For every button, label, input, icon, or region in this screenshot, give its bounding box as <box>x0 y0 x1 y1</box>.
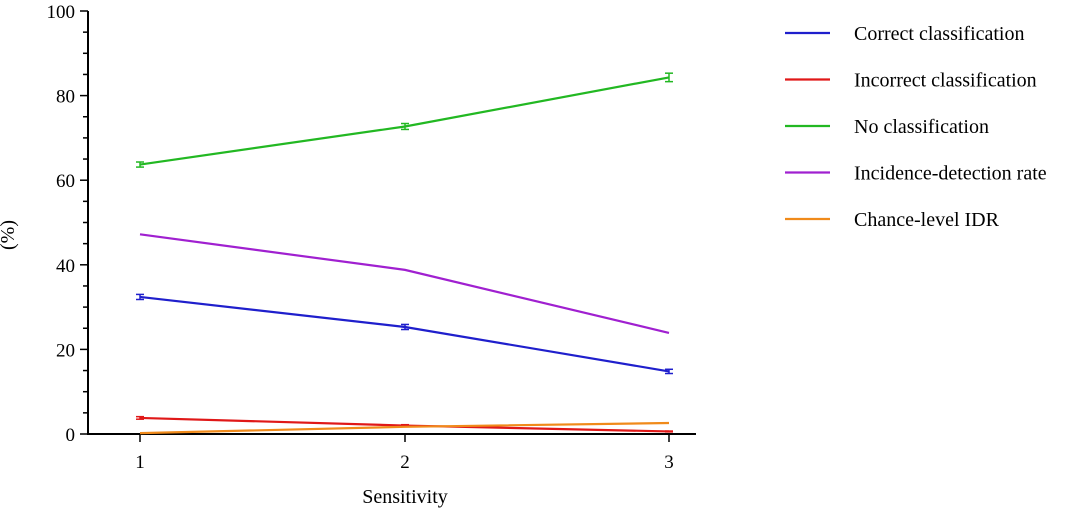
error-bar-no-classification <box>665 72 673 83</box>
y-ticks: 0 20 40 60 80 100 <box>47 2 88 446</box>
series-line-incidence-detection-rate <box>139 233 670 334</box>
series-line-no-classification <box>139 76 670 166</box>
legend-label: Incorrect classification <box>854 70 1037 92</box>
error-bar-correct-classification <box>665 368 673 375</box>
legend-label: Incidence-detection rate <box>854 163 1047 185</box>
y-tick-label: 80 <box>56 87 75 108</box>
x-ticks: 1 2 3 <box>135 434 674 473</box>
y-tick-label: 40 <box>56 256 75 277</box>
legend-label: No classification <box>854 116 989 138</box>
legend: Correct classification Incorrect classifi… <box>785 23 1047 231</box>
y-tick-label: 0 <box>66 425 76 446</box>
error-bar-incorrect-classification <box>665 430 673 433</box>
plot-area <box>136 72 673 435</box>
y-tick-label: 20 <box>56 340 75 361</box>
error-bar-correct-classification <box>136 293 144 301</box>
y-tick-label: 60 <box>56 171 75 192</box>
series-line-chance-level-idr <box>139 421 670 435</box>
y-axis-title: (%) <box>0 220 19 250</box>
y-tick-label: 100 <box>47 2 76 23</box>
x-axis-title: Sensitivity <box>362 486 448 508</box>
x-tick-label: 2 <box>400 452 410 473</box>
series-line-correct-classification <box>139 295 670 373</box>
legend-label: Correct classification <box>854 23 1025 45</box>
error-bar-incorrect-classification <box>136 415 144 420</box>
axes <box>87 11 696 435</box>
x-tick-label: 3 <box>664 452 674 473</box>
legend-label: Chance-level IDR <box>854 209 1000 231</box>
error-bar-no-classification <box>136 161 144 168</box>
error-bar-no-classification <box>401 122 409 131</box>
error-bar-correct-classification <box>401 323 409 331</box>
x-tick-label: 1 <box>135 452 145 473</box>
